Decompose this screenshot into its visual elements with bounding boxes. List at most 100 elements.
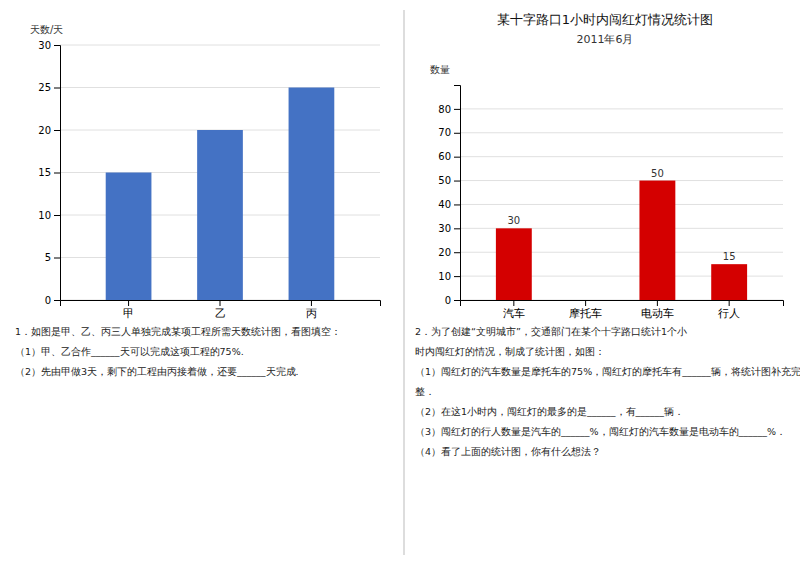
tick-label: 10 bbox=[438, 271, 451, 282]
annotations: 1．如图是甲、乙、丙三人单独完成某项工程所需天数统计图，看图填空：（1）甲、乙合… bbox=[15, 326, 341, 377]
tick-label: 甲 bbox=[123, 307, 134, 320]
tick-mark bbox=[54, 300, 60, 301]
tick-label: 50 bbox=[438, 175, 451, 186]
tick: 20 bbox=[438, 247, 460, 258]
axis-line bbox=[461, 301, 784, 307]
page: 0 5 10 15 20 25 30 甲 乙 丙 天数/天 1．如图是甲、乙、丙三人单独完成某项工程所… bbox=[0, 0, 800, 565]
annotation: （2）在这1小时内，闯红灯的最多的是______，有______辆． bbox=[415, 406, 684, 417]
annotation: （4）看了上面的统计图，你有什么想法？ bbox=[415, 446, 601, 457]
tick: 15 bbox=[38, 167, 60, 178]
tick-label: 30 bbox=[38, 40, 51, 51]
tick-label: 乙 bbox=[215, 307, 226, 320]
tick: 10 bbox=[438, 271, 460, 282]
y-axis-title: 天数/天 bbox=[30, 24, 63, 35]
grid bbox=[460, 109, 783, 300]
tick-mark bbox=[54, 130, 60, 131]
bar bbox=[568, 300, 604, 301]
grid-line bbox=[460, 204, 783, 205]
tick-label: 25 bbox=[38, 82, 51, 93]
tick: 0 bbox=[445, 295, 460, 306]
tick-mark bbox=[311, 300, 312, 306]
tick: 丙 bbox=[306, 300, 317, 320]
tick-label: 20 bbox=[438, 247, 451, 258]
tick-mark bbox=[513, 300, 514, 306]
tick-label: 70 bbox=[438, 127, 451, 138]
y-axis: 0 10 20 30 40 50 60 70 80 bbox=[438, 86, 460, 306]
annotation: （1）闯红灯的汽车数量是摩托车的75%，闯红灯的摩托车有______辆，将统计图… bbox=[415, 366, 800, 377]
tick-mark bbox=[454, 133, 460, 134]
tick-label: 20 bbox=[38, 125, 51, 136]
axis-line bbox=[454, 86, 461, 301]
tick: 5 bbox=[45, 252, 60, 263]
tick-label: 电动车 bbox=[641, 307, 674, 320]
axis-line bbox=[61, 301, 381, 307]
tick-mark bbox=[128, 300, 129, 306]
tick-mark bbox=[454, 181, 460, 182]
bar bbox=[197, 130, 243, 300]
x-axis: 甲乙丙 bbox=[61, 300, 381, 320]
y-axis: 0 5 10 15 20 25 30 bbox=[38, 40, 60, 306]
tick-label: 摩托车 bbox=[569, 307, 602, 320]
chart: 某十字路口1小时内闯红灯情况统计图 2011年6月 30 50 15 0 10 20 30 40 5… bbox=[415, 12, 800, 457]
tick: 80 bbox=[438, 104, 460, 115]
annotation: 整． bbox=[415, 386, 435, 397]
tick-mark bbox=[54, 173, 60, 174]
bar bbox=[106, 173, 152, 301]
tick-label: 80 bbox=[438, 104, 451, 115]
data-label: 50 bbox=[651, 168, 664, 179]
tick-label: 丙 bbox=[306, 307, 317, 320]
axis-line bbox=[54, 46, 61, 301]
bar bbox=[289, 88, 335, 301]
tick: 摩托车 bbox=[569, 300, 602, 320]
tick-label: 5 bbox=[45, 252, 51, 263]
tick: 电动车 bbox=[641, 300, 674, 320]
tick: 30 bbox=[438, 223, 460, 234]
divider bbox=[404, 10, 405, 555]
tick-label: 行人 bbox=[718, 307, 740, 320]
tick-mark bbox=[454, 228, 460, 229]
tick-mark bbox=[54, 45, 60, 46]
tick-label: 60 bbox=[438, 151, 451, 162]
tick-mark bbox=[54, 258, 60, 259]
grid-line bbox=[60, 45, 380, 46]
tick: 40 bbox=[438, 199, 460, 210]
tick-label: 0 bbox=[445, 295, 451, 306]
tick-label: 0 bbox=[45, 295, 51, 306]
grid bbox=[60, 45, 380, 300]
tick-mark bbox=[454, 276, 460, 277]
annotation: （2）先由甲做3天，剩下的工程由丙接着做，还要______天完成. bbox=[15, 366, 299, 377]
tick-mark bbox=[657, 300, 658, 306]
grid-line bbox=[460, 180, 783, 181]
tick-mark bbox=[585, 300, 586, 306]
tick: 汽车 bbox=[503, 300, 525, 320]
tick: 20 bbox=[38, 125, 60, 136]
annotations: 2．为了创建“文明城市”，交通部门在某个十字路口统计1个小时内闯红灯的情况，制成… bbox=[415, 326, 800, 457]
bar bbox=[496, 228, 532, 300]
grid-line bbox=[460, 132, 783, 133]
data-label: 15 bbox=[723, 251, 736, 262]
tick: 30 bbox=[38, 40, 60, 51]
tick-mark bbox=[454, 157, 460, 158]
tick: 行人 bbox=[718, 300, 740, 320]
bar bbox=[711, 264, 747, 300]
annotation: 时内闯红灯的情况，制成了统计图，如图： bbox=[415, 346, 605, 357]
tick: 0 bbox=[45, 295, 60, 306]
chart: 0 5 10 15 20 25 30 甲 乙 丙 天数/天 1．如图是甲、乙、丙三人单独完成某项工程所… bbox=[15, 24, 381, 377]
tick-mark bbox=[454, 204, 460, 205]
bars bbox=[106, 88, 335, 301]
tick: 乙 bbox=[215, 300, 226, 320]
bar bbox=[639, 181, 675, 300]
tick-label: 40 bbox=[438, 199, 451, 210]
annotation: （3）闯红灯的行人数量是汽车的______%，闯红灯的汽车数量是电动车的____… bbox=[415, 426, 786, 437]
tick: 10 bbox=[38, 210, 60, 221]
data-labels: 305015 bbox=[507, 168, 735, 263]
tick-label: 汽车 bbox=[503, 307, 525, 320]
subtitle: 2011年6月 bbox=[577, 33, 634, 46]
tick-mark bbox=[454, 300, 460, 301]
annotation: 2．为了创建“文明城市”，交通部门在某个十字路口统计1个小 bbox=[415, 326, 687, 337]
tick: 甲 bbox=[123, 300, 134, 320]
title: 某十字路口1小时内闯红灯情况统计图 bbox=[497, 12, 713, 27]
tick-mark bbox=[54, 215, 60, 216]
tick-label: 10 bbox=[38, 210, 51, 221]
tick-mark bbox=[54, 88, 60, 89]
